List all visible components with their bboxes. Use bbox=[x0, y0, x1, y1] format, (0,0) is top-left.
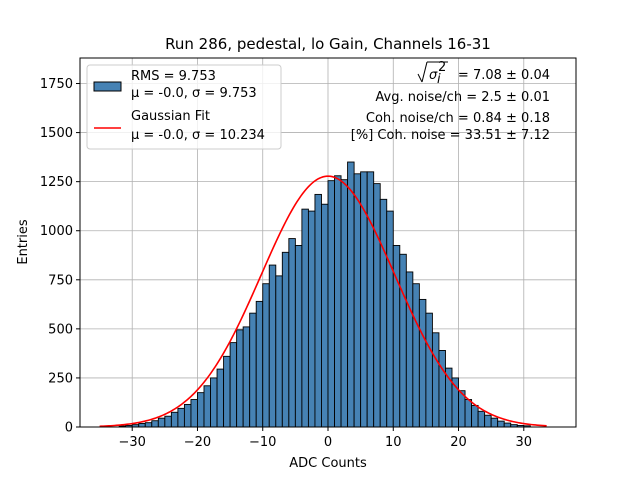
histogram-bar bbox=[203, 385, 211, 428]
histogram-bar bbox=[177, 407, 185, 428]
sqrt-sign-tick bbox=[417, 73, 423, 83]
histogram-bar bbox=[314, 193, 322, 428]
sqrt-sign-stroke bbox=[421, 61, 428, 83]
y-tick-label: 1250 bbox=[40, 175, 73, 190]
histogram-bar bbox=[262, 283, 270, 428]
histogram-bar bbox=[275, 275, 283, 428]
y-tick-label: 750 bbox=[48, 273, 73, 288]
histogram-bar bbox=[418, 298, 427, 428]
sigma-symbol: σ bbox=[429, 68, 438, 83]
y-tick-label: 1500 bbox=[40, 126, 73, 141]
histogram-bar bbox=[281, 251, 290, 428]
y-tick-label: 250 bbox=[48, 371, 73, 386]
x-tick-label: −30 bbox=[118, 435, 145, 450]
histogram-bar bbox=[294, 244, 303, 428]
histogram-bar bbox=[197, 392, 205, 428]
legend-label-histogram: RMS = 9.753 bbox=[131, 69, 216, 84]
chart-title: Run 286, pedestal, lo Gain, Channels 16-… bbox=[165, 35, 491, 53]
histogram-bar bbox=[288, 238, 296, 428]
histogram-bar bbox=[405, 271, 414, 428]
legend-sublabel-histogram: μ = -0.0, σ = 9.753 bbox=[131, 86, 257, 101]
gaussian-fit-curve bbox=[99, 175, 547, 428]
legend-patch-histogram bbox=[93, 81, 122, 92]
histogram-bar bbox=[386, 210, 394, 428]
x-tick-label: 30 bbox=[516, 435, 533, 450]
legend-sublabel-fit: μ = -0.0, σ = 10.234 bbox=[131, 128, 265, 143]
histogram-bar bbox=[373, 183, 381, 428]
y-axis-label: Entries bbox=[16, 219, 31, 265]
y-tick-label: 0 bbox=[65, 421, 73, 436]
histogram-bar bbox=[301, 208, 309, 428]
histogram-bar bbox=[503, 422, 512, 428]
y-tick-label: 1000 bbox=[40, 224, 73, 239]
histogram-bar bbox=[236, 329, 244, 428]
histogram-bar bbox=[255, 300, 264, 428]
x-axis-ticks: −30 −20 −10 0 10 20 30 bbox=[118, 427, 532, 450]
histogram-bar bbox=[321, 203, 329, 428]
histogram-bar bbox=[216, 368, 225, 428]
legend: RMS = 9.753 μ = -0.0, σ = 9.753 Gaussian… bbox=[86, 64, 282, 150]
histogram-bar bbox=[334, 175, 342, 428]
histogram-bar bbox=[327, 180, 335, 428]
histogram-bar bbox=[340, 179, 349, 428]
histogram-bar bbox=[249, 312, 257, 428]
histogram-bar bbox=[190, 399, 198, 428]
sigma-subscript: i bbox=[437, 72, 441, 87]
histogram-bar bbox=[399, 253, 407, 428]
histogram-bar bbox=[353, 173, 362, 428]
histogram-bars bbox=[118, 161, 531, 428]
histogram-bar bbox=[242, 326, 251, 428]
histogram-bar bbox=[229, 342, 238, 428]
histogram-bar bbox=[151, 420, 159, 428]
histogram-bar bbox=[438, 350, 446, 428]
histogram-bar bbox=[164, 415, 172, 428]
histogram-bar bbox=[170, 411, 179, 428]
histogram-bar bbox=[425, 312, 433, 428]
histogram-bar bbox=[490, 417, 499, 428]
y-tick-label: 1750 bbox=[40, 77, 73, 92]
x-tick-label: −20 bbox=[184, 435, 211, 450]
histogram-bar bbox=[183, 403, 192, 428]
gaussian-fit bbox=[99, 175, 547, 428]
y-axis-ticks: 0 250 500 750 1000 1250 1500 1750 bbox=[40, 77, 80, 436]
histogram-bar bbox=[497, 420, 505, 428]
x-axis-label: ADC Counts bbox=[289, 456, 367, 471]
y-tick-label: 500 bbox=[48, 322, 73, 337]
histogram-bar bbox=[379, 198, 388, 428]
coh-noise-text: Coh. noise/ch = 0.84 ± 0.18 bbox=[366, 111, 550, 126]
histogram-bar bbox=[347, 161, 355, 428]
histogram-bar bbox=[223, 355, 231, 428]
pct-coh-noise-text: [%] Coh. noise = 33.51 ± 7.12 bbox=[351, 128, 550, 143]
histogram-bar bbox=[307, 210, 316, 428]
histogram-bar bbox=[464, 399, 473, 428]
x-tick-label: 10 bbox=[385, 435, 402, 450]
histogram-bar bbox=[484, 414, 492, 428]
histogram-bar bbox=[471, 404, 479, 428]
histogram-bar bbox=[477, 410, 486, 428]
x-tick-label: −10 bbox=[249, 435, 276, 450]
avg-noise-text: Avg. noise/ch = 2.5 ± 0.01 bbox=[375, 90, 550, 105]
legend-label-fit: Gaussian Fit bbox=[131, 109, 210, 124]
histogram-bar bbox=[268, 264, 277, 428]
noise-annotations: σ i 2 = 7.08 ± 0.04 Avg. noise/ch = 2.5 … bbox=[351, 60, 550, 143]
histogram-bar bbox=[431, 332, 440, 428]
histogram-bar bbox=[144, 422, 153, 428]
sigma-superscript: 2 bbox=[438, 60, 446, 75]
sigma-value: = 7.08 ± 0.04 bbox=[458, 68, 550, 83]
histogram-bar bbox=[138, 423, 146, 428]
histogram-bar bbox=[366, 171, 375, 428]
legend-box bbox=[86, 64, 282, 150]
histogram-bar bbox=[157, 417, 166, 428]
x-tick-label: 0 bbox=[324, 435, 332, 450]
histogram-bar bbox=[412, 283, 420, 428]
histogram-bar bbox=[210, 377, 218, 428]
x-tick-label: 20 bbox=[450, 435, 467, 450]
